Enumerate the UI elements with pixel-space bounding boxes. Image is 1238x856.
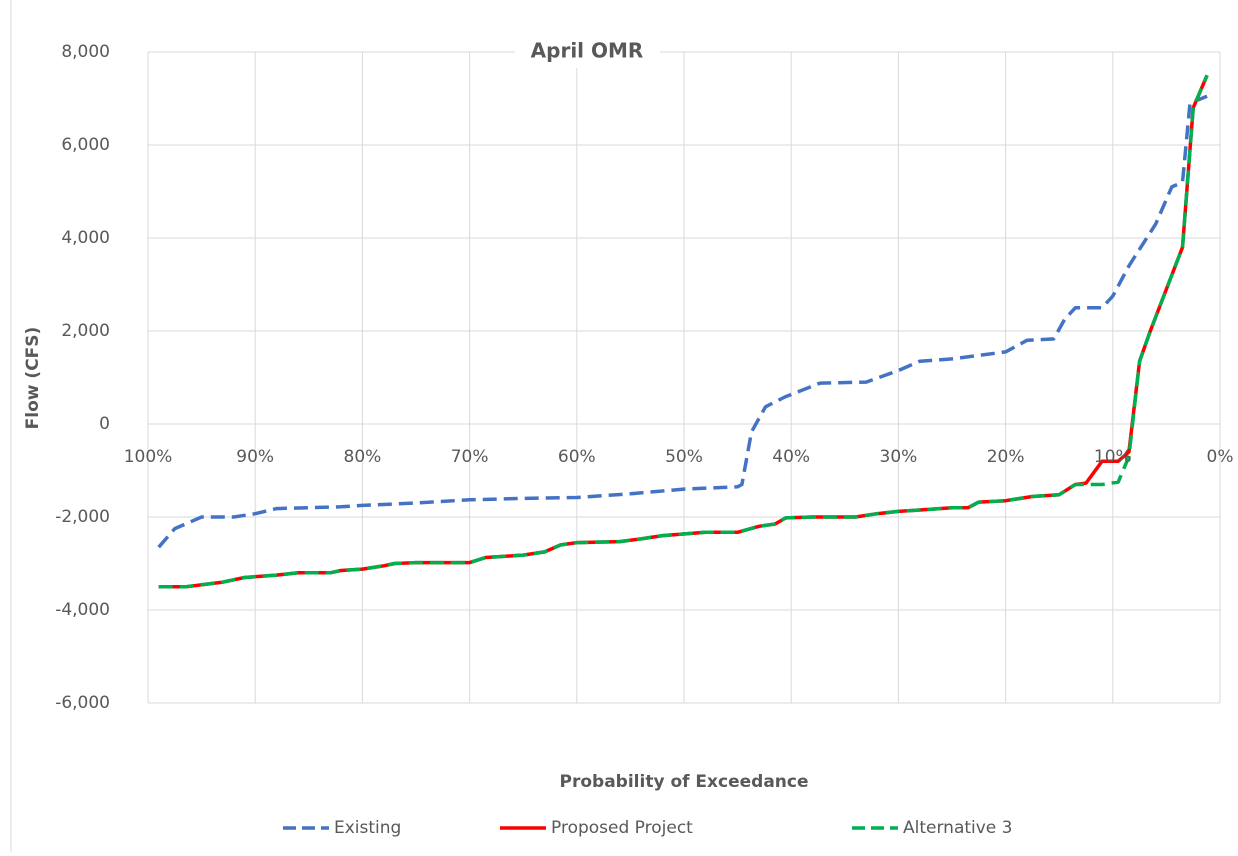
grid [147,51,1221,704]
y-tick-label: 0 [99,414,110,434]
x-tick-label: 40% [772,447,810,467]
x-tick-label: 90% [236,447,274,467]
x-tick-label: 0% [1207,447,1234,467]
y-tick-label: 2,000 [61,321,110,341]
x-tick-label: 70% [451,447,489,467]
y-tick-label: -4,000 [55,600,110,620]
plot-lines [157,74,1209,589]
y-tick-label: 8,000 [61,42,110,62]
x-tick-label: 50% [665,447,703,467]
y-tick-label: -6,000 [55,693,110,713]
y-axis-title: Flow (CFS) [23,327,43,430]
series-line [158,74,1209,589]
legend: Existing Proposed Project Alternative 3 [283,818,1013,838]
x-tick-label: 100% [124,447,173,467]
x-tick-label: 30% [880,447,918,467]
legend-label: Existing [334,818,401,838]
x-tick-label: 20% [987,447,1025,467]
series-line [157,94,1208,549]
legend-label: Alternative 3 [903,818,1013,838]
x-tick-label: 60% [558,447,596,467]
legend-label: Proposed Project [551,818,693,838]
y-tick-label: 6,000 [61,135,110,155]
x-tick-label: 10% [1094,447,1132,467]
x-axis-title: Probability of Exceedance [560,772,809,792]
chart-title: April OMR [531,39,644,63]
x-tick-label: 80% [344,447,382,467]
y-tick-label: -2,000 [55,507,110,527]
title-background [515,38,660,68]
y-tick-label: 4,000 [61,228,110,248]
